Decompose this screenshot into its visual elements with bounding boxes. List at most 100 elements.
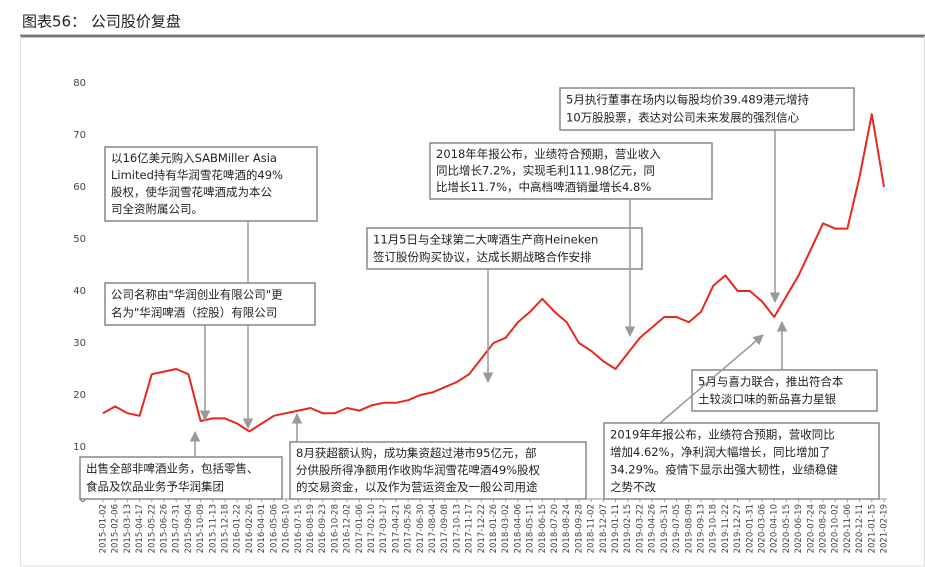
y-tick-label: 20	[73, 390, 86, 401]
page-title: 图表56： 公司股价复盘	[22, 13, 181, 31]
annotation-text: 分供股所得净额用作收购华润雪花啤酒49%股权	[296, 463, 541, 477]
annotation-text: 5月执行董事在场内以每股均价39.489港元增持	[566, 93, 810, 107]
x-tick-label: 2020-07-24	[806, 504, 816, 553]
x-tick-label: 2017-04-21	[391, 504, 401, 553]
x-tick-label: 2019-03-22	[635, 504, 645, 553]
x-tick-label: 2019-09-13	[696, 504, 706, 553]
x-tick-label: 2019-12-27	[733, 504, 743, 553]
x-tick-label: 2021-01-15	[867, 504, 877, 553]
x-tick-label: 2017-02-10	[367, 504, 377, 553]
x-tick-label: 2015-10-09	[196, 504, 206, 553]
annotation-text: 名为"华润啤酒（控股）有限公司	[111, 306, 277, 320]
x-tick-label: 2021-02-19	[880, 504, 890, 553]
x-tick-label: 2018-11-02	[587, 504, 597, 553]
x-tick-label: 2016-10-28	[330, 504, 340, 553]
annotation-text: 比增长11.7%，中高档啤酒销量增长4.8%	[436, 180, 651, 194]
x-tick-label: 2019-08-09	[684, 504, 694, 553]
y-tick-label: 60	[73, 182, 86, 193]
annotation-box	[104, 282, 316, 326]
annotation-text: 增加4.62%，净利润大幅增长，同比增加了	[610, 445, 831, 459]
annotation-box	[559, 87, 855, 131]
x-tick-label: 2015-02-06	[111, 504, 121, 553]
y-tick-label: 10	[73, 442, 86, 453]
x-tick-label: 2020-06-19	[794, 504, 804, 553]
y-tick-label: 30	[73, 338, 86, 349]
x-tick-label: 2018-12-07	[599, 504, 609, 553]
x-tick-label: 2018-06-15	[538, 504, 548, 553]
x-tick-label: 2016-01-22	[233, 504, 243, 553]
x-tick-label: 2017-10-13	[452, 504, 462, 553]
x-tick-label: 2018-07-20	[550, 504, 560, 553]
annotation-box	[79, 456, 283, 500]
x-tick-label: 2020-12-11	[855, 504, 865, 553]
x-tick-label: 2017-09-08	[440, 504, 450, 553]
annotation-text: 土较淡口味的新品喜力星银	[698, 392, 836, 406]
annotation-text: 股权，使华润雪花啤酒成为本公	[111, 185, 272, 199]
annotation-text: 公司名称由"华润创业有限公司"更	[111, 288, 283, 302]
annotation-box	[366, 227, 643, 270]
annotation-text: 11月5日与全球第二大啤酒生产商Heineken	[373, 232, 598, 246]
x-tick-label: 2017-08-04	[428, 504, 438, 553]
x-tick-label: 2016-08-19	[306, 504, 316, 553]
x-tick-label: 2015-12-18	[221, 504, 231, 553]
x-tick-label: 2015-07-31	[172, 504, 182, 553]
x-tick-label: 2019-05-31	[660, 504, 670, 553]
annotation-box	[104, 146, 318, 222]
annotation-text: 的交易资金，以及作为营运资金及一般公司用途	[296, 480, 538, 494]
annotation-box	[429, 142, 713, 200]
annotation-text: 同比增长7.2%，实现毛利111.98亿元，同	[436, 164, 655, 178]
x-tick-label: 2019-01-11	[611, 504, 621, 553]
annotation-box	[289, 441, 587, 500]
x-tick-label: 2017-01-06	[355, 504, 365, 553]
x-tick-label: 2015-03-13	[123, 504, 133, 553]
annotation-text: 5月与喜力联合，推出符合本	[698, 374, 844, 388]
x-tick-label: 2019-04-26	[648, 504, 658, 553]
x-tick-label: 2017-03-17	[379, 504, 389, 553]
y-tick-label: 40	[73, 286, 86, 297]
x-tick-label: 2017-06-30	[416, 504, 426, 553]
annotation-text: 出售全部非啤酒业务，包括零售、	[86, 462, 259, 476]
x-tick-label: 2020-08-28	[818, 504, 828, 553]
x-tick-label: 2015-09-04	[184, 504, 194, 553]
x-tick-label: 2017-05-26	[404, 504, 414, 553]
annotation-text: 以16亿美元购入SABMiller Asia	[111, 151, 277, 165]
x-tick-label: 2016-07-15	[294, 504, 304, 553]
x-tick-label: 2019-07-05	[672, 504, 682, 553]
x-tick-label: 2015-06-26	[160, 504, 170, 553]
x-tick-label: 2016-05-06	[269, 504, 279, 553]
annotation-arrow	[659, 334, 764, 424]
x-tick-label: 2018-05-11	[526, 504, 536, 553]
x-tick-label: 2015-05-22	[147, 504, 157, 553]
x-tick-label: 2016-12-02	[343, 504, 353, 553]
annotation-box	[691, 369, 878, 412]
x-tick-label: 2019-10-18	[709, 504, 719, 553]
x-tick-label: 2016-09-23	[318, 504, 328, 553]
x-tick-label: 2020-03-06	[757, 504, 767, 553]
annotation-text: 之势不改	[610, 480, 656, 494]
x-tick-label: 2016-06-10	[282, 504, 292, 553]
x-tick-label: 2017-12-22	[477, 504, 487, 553]
x-tick-label: 2018-01-26	[489, 504, 499, 553]
x-tick-label: 2017-11-17	[465, 504, 475, 553]
y-tick-label: 80	[73, 78, 86, 89]
annotation-text: 8月获超额认购，成功集资超过港市95亿元，部	[296, 446, 536, 460]
annotation-text: 签订股份购买协议，达成长期战略合作安排	[373, 250, 592, 264]
annotation-text: 10万股股票，表达对公司未来发展的强烈信心	[566, 111, 800, 125]
y-tick-label: 70	[73, 130, 86, 141]
x-tick-label: 2020-01-31	[745, 504, 755, 553]
x-tick-label: 2018-09-28	[574, 504, 584, 553]
annotation-text: 司全资附属公司。	[111, 202, 203, 216]
y-tick-label: 50	[73, 234, 86, 245]
x-tick-label: 2016-04-01	[257, 504, 267, 553]
x-tick-label: 2019-11-22	[721, 504, 731, 553]
annotation-text: 食品及饮品业务予华润集团	[86, 480, 224, 494]
x-tick-label: 2016-02-26	[245, 504, 255, 553]
x-tick-label: 2015-11-13	[208, 504, 218, 553]
x-tick-label: 2015-04-17	[135, 504, 145, 553]
x-tick-label: 2015-01-02	[99, 504, 109, 553]
price-line	[102, 113, 885, 433]
annotation-text: 34.29%。疫情下显示出强大韧性，业绩稳健	[610, 462, 838, 476]
x-tick-label: 2018-08-24	[562, 504, 572, 553]
x-tick-label: 2020-04-10	[770, 504, 780, 553]
